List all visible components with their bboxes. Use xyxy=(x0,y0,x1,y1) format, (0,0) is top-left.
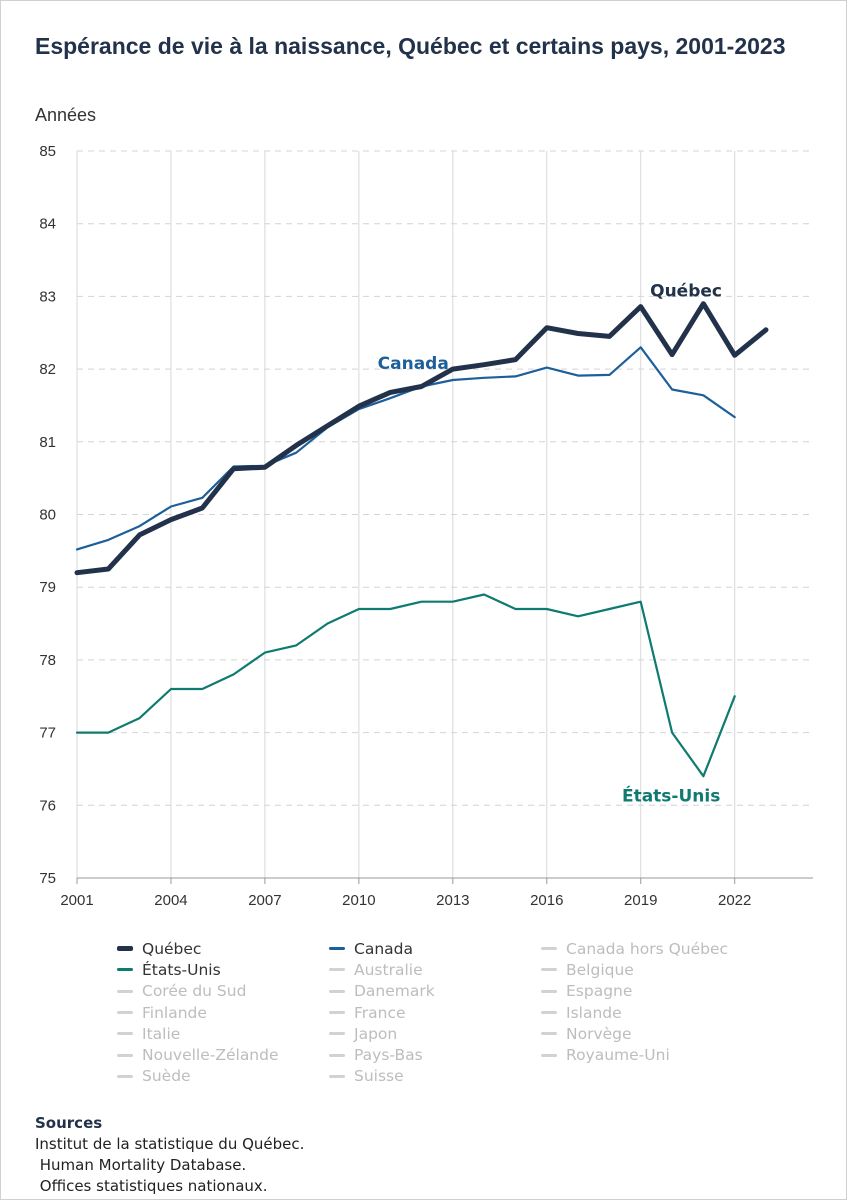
legend-label: Royaume-Uni xyxy=(566,1046,670,1065)
source-line: Human Mortality Database. xyxy=(35,1156,247,1174)
legend-label: États-Unis xyxy=(142,960,221,979)
legend-label: Suisse xyxy=(354,1067,404,1086)
x-tick-label: 2016 xyxy=(530,892,563,909)
series-layer xyxy=(74,301,769,778)
line-chart: 75 76 77 78 79 80 81 82 83 84 85 2001 2004 2007 2010 20… xyxy=(39,143,813,909)
legend-label: Canada xyxy=(354,939,413,958)
x-tick-label: 2013 xyxy=(436,892,469,909)
legend-item[interactable]: Québec xyxy=(117,938,329,959)
legend-item[interactable]: Italie xyxy=(117,1023,329,1044)
legend-label: Belgique xyxy=(566,960,634,979)
legend-label: Japon xyxy=(354,1024,398,1043)
legend-item[interactable]: Suède xyxy=(117,1066,329,1087)
x-tick-label: 2022 xyxy=(718,892,751,909)
legend-swatch xyxy=(329,1074,345,1078)
legend-label: Québec xyxy=(142,939,202,958)
legend-swatch xyxy=(117,1074,133,1078)
series-line xyxy=(75,593,736,778)
y-tick-label: 83 xyxy=(39,288,56,305)
x-tick-label: 2010 xyxy=(342,892,375,909)
axis-layer: 75 76 77 78 79 80 81 82 83 84 85 2001 2004 2007 2010 20… xyxy=(39,143,813,909)
y-tick-label: 79 xyxy=(39,579,56,596)
legend-item[interactable]: Australie xyxy=(329,959,541,980)
legend-item[interactable]: Canada hors Québec xyxy=(541,938,801,959)
y-tick-label: 85 xyxy=(39,143,56,160)
legend-label: France xyxy=(354,1003,406,1022)
y-tick-label: 77 xyxy=(39,725,56,742)
legend-swatch xyxy=(541,1011,557,1015)
y-tick-label: 76 xyxy=(39,797,56,814)
legend-item[interactable]: Belgique xyxy=(541,959,801,980)
source-line: Offices statistiques nationaux. xyxy=(35,1177,268,1195)
series-annotation: Canada xyxy=(378,354,449,374)
legend-label: Nouvelle-Zélande xyxy=(142,1046,279,1065)
legend-item[interactable]: Norvège xyxy=(541,1023,801,1044)
legend-swatch xyxy=(329,1011,345,1015)
legend-swatch xyxy=(329,947,345,951)
series-line xyxy=(75,346,736,551)
y-tick-label: 78 xyxy=(39,652,56,669)
legend-swatch xyxy=(117,946,133,952)
legend-item[interactable]: Suisse xyxy=(329,1066,541,1087)
x-tick-label: 2004 xyxy=(154,892,187,909)
legend-swatch xyxy=(541,968,557,972)
source-line: Institut de la statistique du Québec. xyxy=(35,1135,305,1153)
legend-label: Finlande xyxy=(142,1003,207,1022)
legend-label: Norvège xyxy=(566,1024,632,1043)
sources-heading: Sources xyxy=(35,1114,103,1132)
legend-item[interactable]: Royaume-Uni xyxy=(541,1044,801,1065)
legend-item[interactable]: Danemark xyxy=(329,981,541,1002)
legend-item[interactable]: Canada xyxy=(329,938,541,959)
legend-swatch xyxy=(117,989,133,993)
legend-swatch xyxy=(329,1053,345,1057)
legend-label: Suède xyxy=(142,1067,191,1086)
legend-item[interactable]: Corée du Sud xyxy=(117,981,329,1002)
legend-swatch xyxy=(117,968,133,972)
legend-label: Espagne xyxy=(566,982,633,1001)
x-tick-label: 2001 xyxy=(60,892,93,909)
legend-swatch xyxy=(329,989,345,993)
legend-item[interactable]: États-Unis xyxy=(117,959,329,980)
sources: Sources Institut de la statistique du Qu… xyxy=(35,1113,304,1197)
legend-swatch xyxy=(117,1032,133,1036)
annotation-layer: Québec Canada États-Unis xyxy=(378,281,722,806)
legend-label: Australie xyxy=(354,960,423,979)
series-line xyxy=(74,301,769,576)
y-tick-label: 84 xyxy=(39,216,56,233)
x-tick-label: 2007 xyxy=(248,892,281,909)
legend-item[interactable]: Islande xyxy=(541,1002,801,1023)
legend-swatch xyxy=(541,1032,557,1036)
legend-swatch xyxy=(117,1053,133,1057)
chart-title: Espérance de vie à la naissance, Québec … xyxy=(35,33,786,59)
legend-label: Pays-Bas xyxy=(354,1046,423,1065)
y-axis-unit-label: Années xyxy=(35,105,97,125)
legend-label: Canada hors Québec xyxy=(566,939,729,958)
y-tick-label: 81 xyxy=(39,434,56,451)
legend-item[interactable]: France xyxy=(329,1002,541,1023)
legend-item[interactable]: Finlande xyxy=(117,1002,329,1023)
legend-swatch xyxy=(541,989,557,993)
y-tick-label: 80 xyxy=(39,507,56,524)
series-annotation: Québec xyxy=(650,281,722,301)
legend-label: Corée du Sud xyxy=(142,982,247,1001)
legend: Québec Canada Canada hors Québec États-Unis… xyxy=(117,938,817,1087)
legend-label: Danemark xyxy=(354,982,435,1001)
legend-item[interactable]: Nouvelle-Zélande xyxy=(117,1044,329,1065)
grid-layer xyxy=(76,150,813,878)
series-annotation: États-Unis xyxy=(622,785,720,807)
legend-swatch xyxy=(329,1032,345,1036)
legend-swatch xyxy=(329,968,345,972)
legend-item[interactable]: Pays-Bas xyxy=(329,1044,541,1065)
legend-swatch xyxy=(541,947,557,951)
legend-item[interactable]: Espagne xyxy=(541,981,801,1002)
legend-item[interactable]: Japon xyxy=(329,1023,541,1044)
legend-label: Islande xyxy=(566,1003,622,1022)
legend-swatch xyxy=(541,1053,557,1057)
y-tick-label: 75 xyxy=(39,870,56,887)
y-tick-label: 82 xyxy=(39,361,56,378)
x-tick-label: 2019 xyxy=(624,892,657,909)
legend-label: Italie xyxy=(142,1024,181,1043)
legend-swatch xyxy=(117,1011,133,1015)
